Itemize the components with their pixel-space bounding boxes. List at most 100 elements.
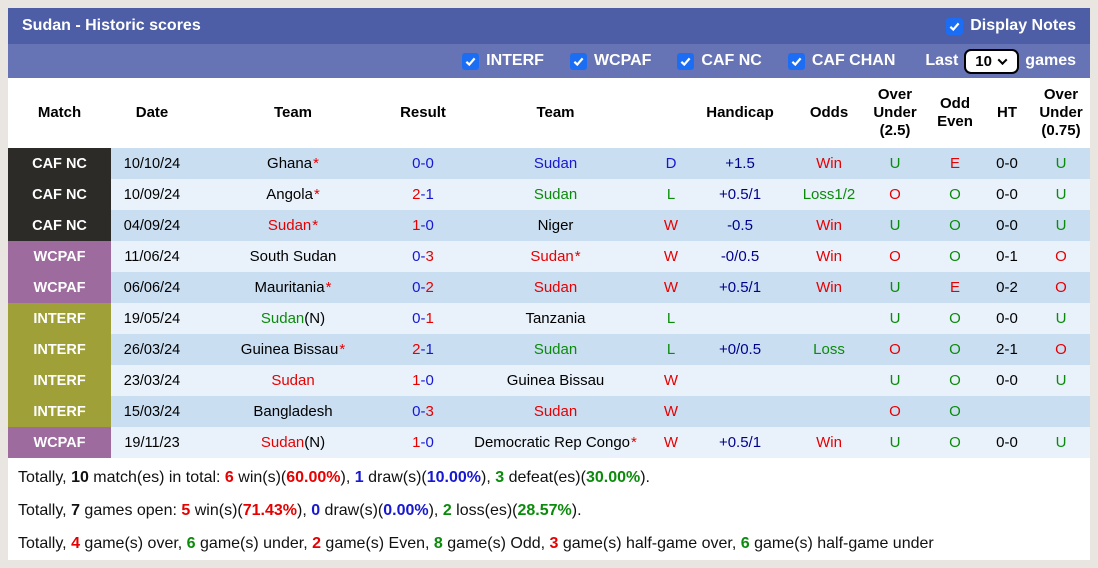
half-time-score: 0-1 (982, 241, 1032, 272)
over-under-2-5: U (862, 303, 928, 334)
match-date: 23/03/24 (111, 365, 193, 396)
handicap: -0.5 (684, 210, 796, 241)
odds: Win (796, 148, 862, 179)
result-letter: L (658, 303, 684, 334)
over-under-2-5: O (862, 334, 928, 365)
odds: Win (796, 241, 862, 272)
wcpaf-checkbox[interactable] (569, 52, 587, 70)
check-icon (465, 57, 476, 66)
totals-summary: Totally, 10 match(es) in total: 6 win(s)… (8, 458, 1090, 560)
half-time-score: 0-0 (982, 179, 1032, 210)
historic-scores-panel: Sudan - Historic scores Display Notes IN… (8, 8, 1090, 560)
chevron-down-icon (997, 54, 1008, 65)
page-title: Sudan - Historic scores (22, 17, 201, 34)
over-under-0-75 (1032, 396, 1090, 427)
away-team: Tanzania (453, 303, 658, 334)
result-letter: W (658, 241, 684, 272)
result-letter: W (658, 365, 684, 396)
away-team: Sudan (453, 396, 658, 427)
caf-chan-checkbox[interactable] (787, 52, 805, 70)
score: 1-0 (393, 210, 453, 241)
result-letter: W (658, 427, 684, 458)
home-team: South Sudan (193, 241, 393, 272)
last-label: Last (925, 52, 959, 69)
match-row: INTERF 23/03/24 Sudan 1-0 Guinea Bissau W U O 0-… (8, 365, 1090, 396)
handicap: +0.5/1 (684, 179, 796, 210)
half-time-score: 2-1 (982, 334, 1032, 365)
filter-bar: INTERF WCPAF CAF NC CAF CHAN Last 10 gam… (8, 44, 1090, 78)
over-under-2-5: O (862, 179, 928, 210)
away-team: Niger (453, 210, 658, 241)
home-team: Ghana* (193, 148, 393, 179)
odds (796, 396, 862, 427)
half-time-score: 0-2 (982, 272, 1032, 303)
column-header-over-under-0-75: Over Under (0.75) (1032, 78, 1090, 148)
competition-badge: WCPAF (8, 241, 111, 272)
odd-even: O (928, 427, 982, 458)
over-under-2-5: O (862, 396, 928, 427)
display-notes-checkbox[interactable] (946, 17, 964, 35)
score: 0-3 (393, 241, 453, 272)
odd-even: E (928, 148, 982, 179)
match-row: WCPAF 11/06/24 South Sudan 0-3 Sudan* W -0/0.5… (8, 241, 1090, 272)
half-time-score: 0-0 (982, 210, 1032, 241)
title-bar: Sudan - Historic scores Display Notes (8, 8, 1090, 44)
handicap: +1.5 (684, 148, 796, 179)
last-games-value: 10 (975, 52, 992, 70)
away-team: Sudan (453, 334, 658, 365)
competition-badge: CAF NC (8, 148, 111, 179)
summary-line: Totally, 7 games open: 5 win(s)(71.43%),… (18, 502, 582, 519)
over-under-0-75: O (1032, 334, 1090, 365)
match-row: INTERF 19/05/24 Sudan(N) 0-1 Tanzania L U O 0-0 U (8, 303, 1090, 334)
check-icon (573, 57, 584, 66)
match-date: 11/06/24 (111, 241, 193, 272)
column-header-odd-even: Odd Even (928, 78, 982, 148)
match-date: 15/03/24 (111, 396, 193, 427)
last-games-control: Last 10 games (925, 48, 1076, 74)
result-letter: L (658, 179, 684, 210)
handicap (684, 396, 796, 427)
wcpaf-label: WCPAF (593, 52, 652, 69)
over-under-0-75: U (1032, 210, 1090, 241)
competition-badge: WCPAF (8, 427, 111, 458)
summary-line: Totally, 4 game(s) over, 6 game(s) under… (18, 535, 934, 552)
check-icon (681, 57, 691, 66)
competition-badge: WCPAF (8, 272, 111, 303)
handicap: +0.5/1 (684, 427, 796, 458)
over-under-2-5: U (862, 210, 928, 241)
home-team: Bangladesh (193, 396, 393, 427)
interf-checkbox[interactable] (462, 52, 480, 70)
away-team: Sudan (453, 179, 658, 210)
games-label: games (1025, 52, 1076, 69)
match-row: CAF NC 10/09/24 Angola* 2-1 Sudan L +0.5/1 Loss… (8, 179, 1090, 210)
handicap (684, 365, 796, 396)
display-notes-control: Display Notes (946, 17, 1076, 35)
competition-badge: INTERF (8, 365, 111, 396)
home-team: Sudan* (193, 210, 393, 241)
filter-wcpaf: WCPAF (569, 52, 652, 70)
column-header-over-under-2-5: Over Under (2.5) (862, 78, 928, 148)
filter-interf: INTERF (462, 52, 544, 70)
caf-nc-checkbox[interactable] (677, 52, 695, 70)
over-under-2-5: U (862, 427, 928, 458)
odds: Loss (796, 334, 862, 365)
column-header-odds: Odds (796, 78, 862, 148)
column-header-ht: HT (982, 78, 1032, 148)
odd-even: O (928, 210, 982, 241)
match-date: 04/09/24 (111, 210, 193, 241)
odds (796, 303, 862, 334)
historic-scores-table: Match Date Team Result Team Handicap Odd… (8, 78, 1090, 458)
over-under-0-75: U (1032, 303, 1090, 334)
column-header-away-team: Team (453, 78, 658, 148)
match-date: 19/11/23 (111, 427, 193, 458)
over-under-2-5: U (862, 272, 928, 303)
match-row: INTERF 26/03/24 Guinea Bissau* 2-1 Sudan L +0/… (8, 334, 1090, 365)
column-header-home-team: Team (193, 78, 393, 148)
over-under-2-5: U (862, 365, 928, 396)
half-time-score: 0-0 (982, 148, 1032, 179)
over-under-0-75: U (1032, 427, 1090, 458)
away-team: Guinea Bissau (453, 365, 658, 396)
half-time-score: 0-0 (982, 365, 1032, 396)
last-games-select[interactable]: 10 (964, 48, 1020, 74)
handicap: +0.5/1 (684, 272, 796, 303)
